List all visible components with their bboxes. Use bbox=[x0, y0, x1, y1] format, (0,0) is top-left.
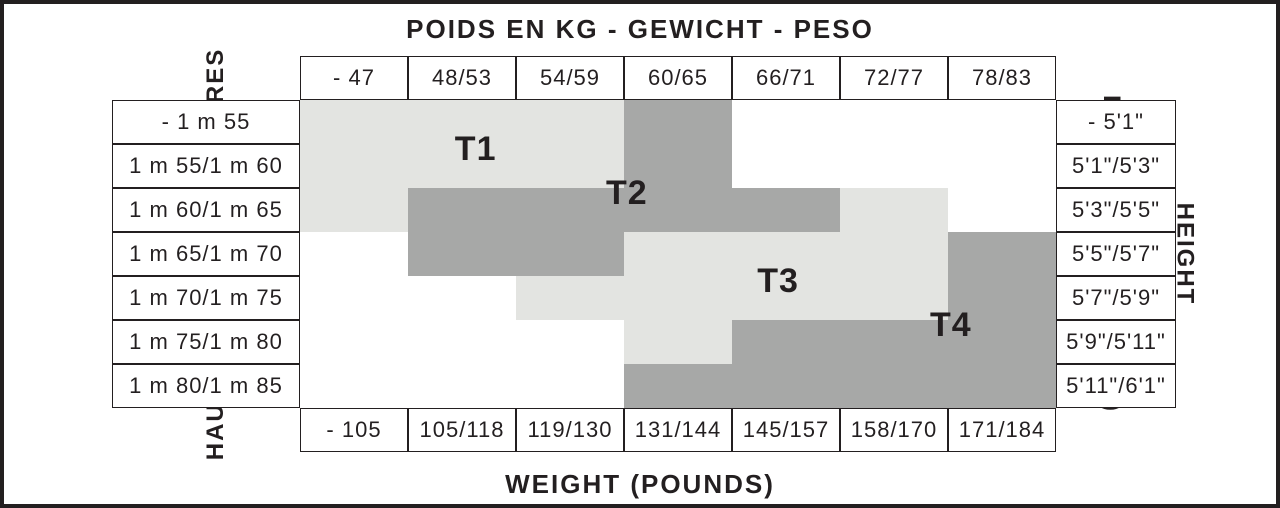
zone-label-t2: T2 bbox=[606, 174, 648, 213]
zone-labels-layer: T1 T2 T3 T4 bbox=[4, 4, 1276, 504]
size-chart-frame: POIDS EN KG - GEWICHT - PESO WEIGHT (POU… bbox=[0, 0, 1280, 508]
zone-label-t1: T1 bbox=[455, 130, 497, 169]
zone-label-t3: T3 bbox=[757, 262, 799, 301]
zone-label-t4: T4 bbox=[930, 306, 972, 345]
